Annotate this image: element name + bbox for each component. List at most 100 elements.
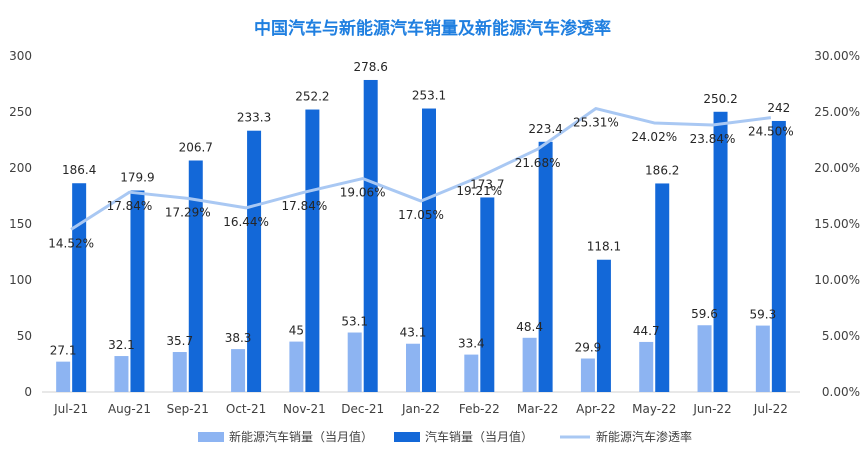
x-tick-label: Nov-21 bbox=[283, 402, 326, 416]
auto-sales-data-label: 206.7 bbox=[179, 140, 213, 154]
y-right-tick-label: 25.00% bbox=[814, 105, 860, 119]
legend-label-penetration-rate: 新能源汽车渗透率 bbox=[596, 429, 692, 444]
y-left-tick-label: 0 bbox=[24, 385, 32, 399]
y-right-tick-label: 10.00% bbox=[814, 273, 860, 287]
auto-sales-bar bbox=[363, 79, 378, 392]
legend-swatch-auto-sales bbox=[394, 432, 420, 442]
x-tick-label: Apr-22 bbox=[576, 402, 616, 416]
y-left-tick-label: 100 bbox=[9, 273, 32, 287]
x-tick-label: Mar-22 bbox=[517, 402, 558, 416]
y-left-tick-label: 50 bbox=[17, 329, 32, 343]
penetration-rate-data-label: 16.44% bbox=[223, 215, 269, 229]
penetration-rate-data-label: 19.06% bbox=[340, 186, 386, 200]
nev-sales-data-label: 44.7 bbox=[633, 324, 660, 338]
x-tick-label: Jun-22 bbox=[692, 402, 731, 416]
auto-sales-data-label: 233.3 bbox=[237, 111, 271, 125]
x-tick-label: Jan-22 bbox=[401, 402, 440, 416]
nev-sales-bar bbox=[172, 352, 187, 392]
auto-sales-bar bbox=[130, 190, 145, 392]
y-left-tick-label: 200 bbox=[9, 161, 32, 175]
auto-sales-bar bbox=[188, 160, 203, 392]
x-tick-label: Jul-21 bbox=[53, 402, 88, 416]
nev-sales-bar bbox=[580, 358, 595, 392]
nev-sales-bar bbox=[464, 354, 479, 392]
penetration-rate-line bbox=[70, 107, 772, 231]
auto-sales-data-label: 118.1 bbox=[587, 240, 621, 254]
legend-swatch-nev-sales bbox=[198, 432, 224, 442]
auto-sales-bar bbox=[480, 197, 495, 392]
nev-sales-bar bbox=[755, 325, 770, 392]
y-right-tick-label: 0.00% bbox=[822, 385, 860, 399]
chart-title: 中国汽车与新能源汽车销量及新能源汽车渗透率 bbox=[254, 19, 611, 39]
nev-sales-data-label: 48.4 bbox=[516, 320, 543, 334]
nev-sales-bar bbox=[522, 337, 537, 392]
x-tick-label: Jul-22 bbox=[753, 402, 788, 416]
penetration-rate-data-label: 23.84% bbox=[690, 132, 736, 146]
penetration-rate-data-label: 25.31% bbox=[573, 116, 619, 130]
auto-sales-data-label: 278.6 bbox=[354, 60, 388, 74]
penetration-rate-data-label: 17.84% bbox=[282, 199, 328, 213]
nev-sales-data-label: 43.1 bbox=[400, 326, 427, 340]
auto-sales-data-label: 250.2 bbox=[703, 92, 737, 106]
auto-sales-data-label: 223.4 bbox=[528, 122, 562, 136]
auto-sales-bar bbox=[305, 109, 320, 392]
auto-sales-data-label: 253.1 bbox=[412, 89, 446, 103]
legend-label-nev-sales: 新能源汽车销量（当月值） bbox=[229, 429, 373, 444]
nev-sales-data-label: 53.1 bbox=[341, 315, 368, 329]
nev-sales-bar bbox=[231, 349, 246, 392]
penetration-rate-data-label: 19.21% bbox=[456, 184, 502, 198]
nev-sales-data-label: 35.7 bbox=[166, 334, 193, 348]
penetration-rate-data-label: 17.05% bbox=[398, 208, 444, 222]
y-right-tick-label: 15.00% bbox=[814, 217, 860, 231]
y-left-tick-label: 150 bbox=[9, 217, 32, 231]
auto-sales-data-label: 173.7 bbox=[470, 177, 504, 191]
auto-sales-data-label: 186.4 bbox=[62, 163, 96, 177]
auto-sales-data-label: 252.2 bbox=[295, 90, 329, 104]
nev-sales-data-label: 38.3 bbox=[225, 331, 252, 345]
auto-sales-bar bbox=[72, 183, 87, 392]
penetration-rate-data-label: 24.02% bbox=[631, 130, 677, 144]
x-tick-label: Aug-21 bbox=[108, 402, 151, 416]
y-right-tick-label: 5.00% bbox=[822, 329, 860, 343]
auto-sales-bar bbox=[538, 141, 553, 392]
y-right-tick-label: 30.00% bbox=[814, 49, 860, 63]
penetration-rate-data-label: 14.52% bbox=[48, 236, 94, 250]
nev-sales-data-label: 33.4 bbox=[458, 337, 485, 351]
nev-sales-bar bbox=[639, 341, 654, 392]
nev-sales-data-label: 27.1 bbox=[50, 344, 77, 358]
nev-sales-bar bbox=[406, 343, 420, 392]
auto-sales-bar bbox=[771, 120, 786, 393]
nev-sales-data-label: 45 bbox=[289, 324, 304, 338]
x-tick-label: Oct-21 bbox=[226, 402, 266, 416]
auto-sales-data-label: 186.2 bbox=[645, 163, 679, 177]
penetration-rate-data-label: 24.50% bbox=[748, 125, 794, 139]
nev-sales-bar bbox=[114, 356, 129, 392]
legend-label-auto-sales: 汽车销量（当月值） bbox=[425, 429, 533, 444]
y-right-tick-label: 20.00% bbox=[814, 161, 860, 175]
nev-sales-data-label: 59.3 bbox=[749, 308, 776, 322]
nev-sales-data-label: 59.6 bbox=[691, 307, 718, 321]
nev-sales-bar bbox=[56, 361, 71, 392]
auto-sales-data-label: 242 bbox=[767, 101, 790, 115]
auto-sales-bar bbox=[655, 183, 670, 392]
y-left-tick-label: 300 bbox=[9, 49, 32, 63]
nev-sales-data-label: 32.1 bbox=[108, 338, 135, 352]
x-tick-label: Feb-22 bbox=[459, 402, 500, 416]
x-tick-label: May-22 bbox=[632, 402, 676, 416]
auto-sales-bar bbox=[596, 259, 611, 392]
penetration-rate-data-label: 17.84% bbox=[107, 199, 153, 213]
auto-sales-bar bbox=[247, 130, 262, 393]
x-tick-label: Dec-21 bbox=[341, 402, 384, 416]
auto-sales-bar bbox=[422, 108, 436, 392]
penetration-rate-data-label: 17.29% bbox=[165, 205, 211, 219]
x-tick-label: Sep-21 bbox=[167, 402, 209, 416]
penetration-rate-data-label: 21.68% bbox=[515, 156, 561, 170]
y-left-tick-label: 250 bbox=[9, 105, 32, 119]
auto-sales-bar bbox=[713, 111, 728, 392]
nev-sales-bar bbox=[347, 332, 362, 392]
nev-sales-bar bbox=[697, 325, 712, 392]
auto-sales-data-label: 179.9 bbox=[120, 171, 154, 185]
nev-sales-bar bbox=[289, 341, 304, 392]
